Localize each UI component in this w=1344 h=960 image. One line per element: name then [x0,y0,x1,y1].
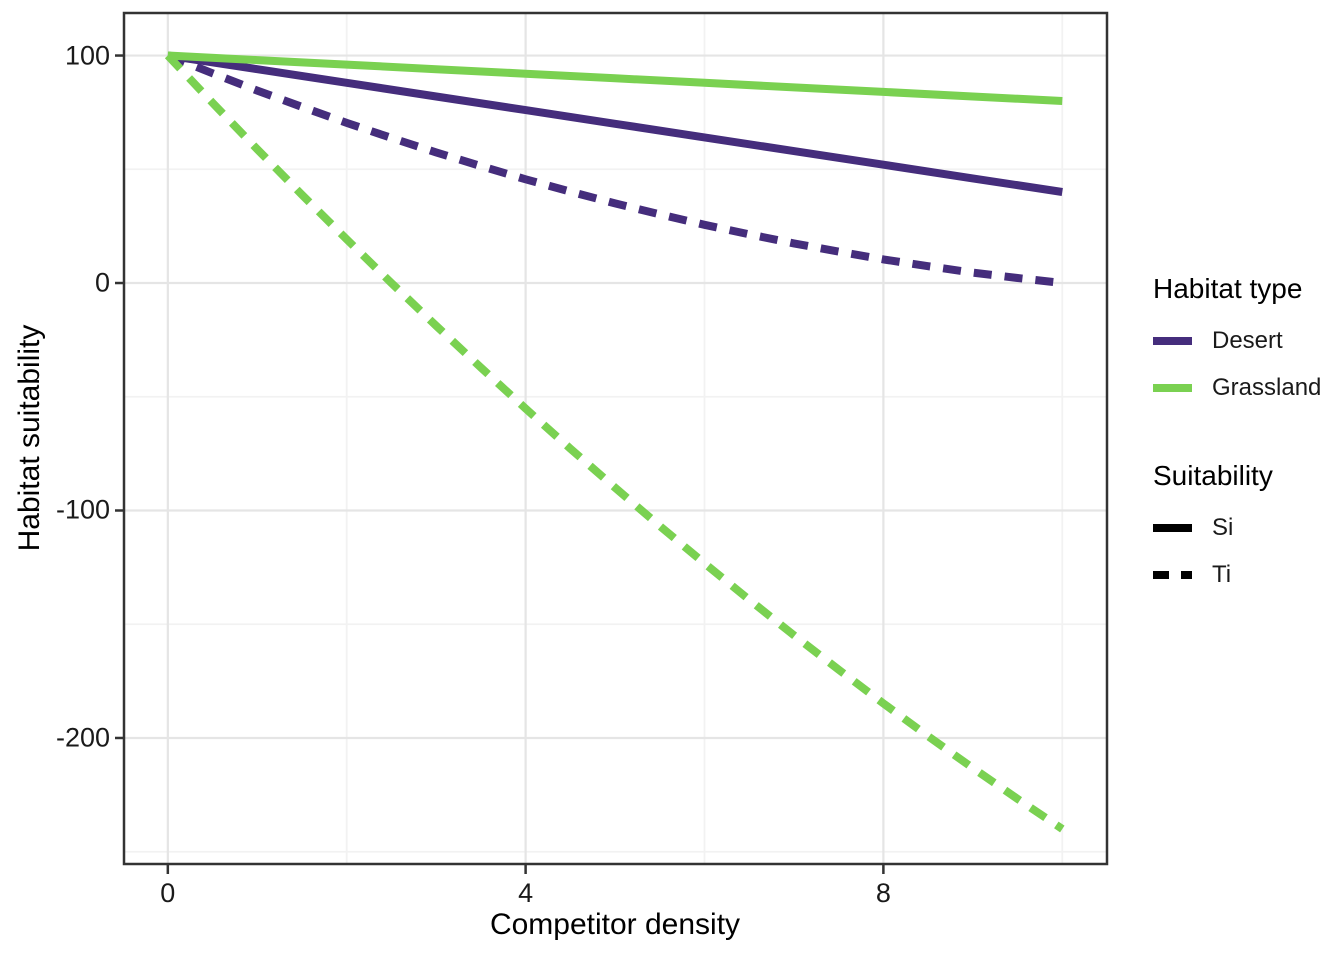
series-line-desert-si [167,51,1063,196]
legend-title-habitat-type: Habitat type [1153,273,1303,304]
desert-line-swatch-icon [1153,336,1192,345]
y-axis-title: Habitat suitability [13,324,46,552]
dashed-line-swatch-icon [1153,570,1192,579]
panel-border [122,11,1109,866]
series-line-desert-ti [166,51,1063,287]
legend-item-desert: Desert [1153,317,1338,364]
x-tick-label: 8 [875,878,891,908]
y-tick-label: 0 [94,267,110,298]
solid-line-swatch-icon [1153,523,1192,532]
y-tick-label: -100 [55,494,110,525]
legend: Habitat type Desert Grassland Suitabilit… [1153,272,1338,598]
legend-label-desert: Desert [1212,326,1283,354]
series-line-grassland-si [167,51,1063,105]
x-axis-title: Competitor density [489,908,741,941]
x-tick-label: 0 [160,878,176,908]
legend-item-grassland: Grassland [1153,364,1338,411]
series-line-grassland-ti [164,52,1065,833]
legend-item-si: Si [1153,504,1338,551]
y-tick-label: -200 [55,722,110,753]
legend-title-suitability: Suitability [1153,460,1273,491]
y-tick-label: 100 [64,40,110,71]
grassland-line-swatch-icon [1153,383,1192,392]
legend-label-si: Si [1212,513,1234,541]
legend-group-suitability: Suitability Si Ti [1153,459,1338,598]
x-tick-label: 4 [518,878,534,908]
legend-group-habitat: Habitat type Desert Grassland [1153,272,1338,411]
legend-label-ti: Ti [1212,560,1232,588]
legend-label-grassland: Grassland [1212,373,1322,401]
legend-item-ti: Ti [1153,551,1338,598]
